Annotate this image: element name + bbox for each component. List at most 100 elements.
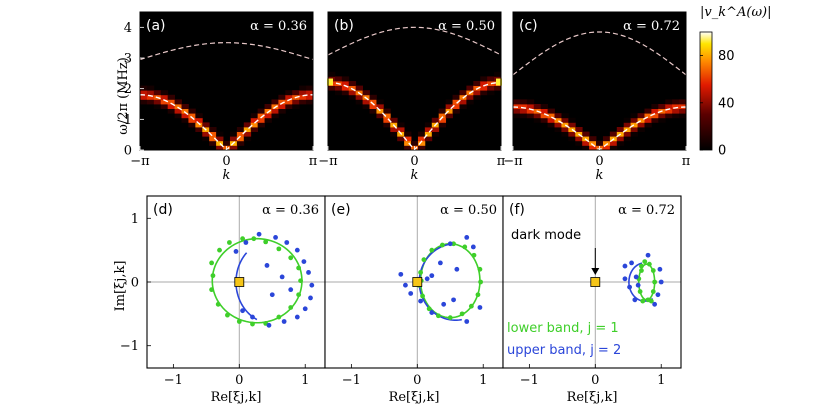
heatmap-cell <box>299 99 307 105</box>
x-tick-label: 1 <box>301 373 309 388</box>
alpha-label: α = 0.36 <box>262 203 319 218</box>
heatmap-cell <box>174 104 182 109</box>
heatmap-cell <box>459 90 467 96</box>
upper-band-point <box>288 287 294 293</box>
heatmap-cell <box>160 104 169 109</box>
heatmap-cell <box>278 99 286 105</box>
heatmap-cell <box>473 81 481 86</box>
lower-band-point <box>637 289 643 294</box>
heatmap-cell <box>651 104 659 109</box>
x-tick-label: 1 <box>657 373 665 388</box>
heatmap-cell <box>665 99 673 105</box>
heatmap-cell <box>561 113 569 119</box>
lower-band-point <box>648 298 654 304</box>
scatter-frame <box>502 195 682 369</box>
heatmap-cell <box>383 117 391 123</box>
heatmap-cell <box>630 117 638 123</box>
heatmap-cell <box>424 131 433 137</box>
heatmap-cell <box>547 113 555 119</box>
heatmap-cell <box>209 136 217 142</box>
heatmap-cell <box>589 140 597 146</box>
heatmap-cell <box>487 90 495 96</box>
heatmap-cell <box>334 76 343 82</box>
lower-band-point <box>447 315 453 321</box>
upper-band-point <box>447 241 453 247</box>
x-axis-label: k <box>596 168 604 183</box>
heatmap-cell <box>236 127 245 132</box>
y-tick-label: 0 <box>131 276 139 291</box>
heatmap-cell <box>188 117 196 123</box>
heatmap-cell <box>257 122 265 128</box>
heatmap-cell <box>623 117 632 123</box>
upper-band-curve <box>139 42 314 61</box>
upper-band-point <box>403 282 408 288</box>
heatmap-cell <box>383 122 391 128</box>
heatmap-cell <box>250 122 259 128</box>
heatmap-cell <box>644 117 652 123</box>
heatmap-cell <box>672 104 680 109</box>
heatmap-cell <box>568 136 576 142</box>
heatmap-cell <box>473 90 481 96</box>
heatmap-cell <box>445 104 453 109</box>
panel-label: (a) <box>146 18 166 34</box>
heatmap-cell <box>390 131 398 137</box>
heatmap-cell <box>411 140 419 146</box>
heatmap-cell <box>202 136 210 142</box>
heatmap-cell <box>438 108 447 114</box>
upper-band-fit-curve <box>418 243 462 322</box>
heatmap-cell <box>526 108 535 114</box>
heatmap-cell <box>417 145 426 151</box>
heatmap-cell <box>181 117 189 123</box>
lower-band-point <box>478 279 483 285</box>
heatmap-cell <box>533 113 542 119</box>
upper-band-point <box>454 266 460 272</box>
y-tick-label: 2 <box>124 82 132 97</box>
heatmap-cell <box>602 140 611 146</box>
lower-band-point <box>429 247 435 253</box>
heatmap-cell <box>561 122 569 128</box>
heatmap-cell <box>575 140 583 146</box>
heatmap-cell <box>679 99 687 105</box>
heatmap-cell <box>623 122 632 128</box>
heatmap-cell <box>487 76 495 82</box>
heatmap-cell <box>568 122 576 128</box>
heatmap-cell <box>167 104 175 109</box>
heatmap-cell <box>637 122 645 128</box>
upper-band-point <box>250 314 255 320</box>
alpha-label: α = 0.50 <box>440 203 497 218</box>
lower-band-point <box>236 319 242 324</box>
heatmap-cell <box>651 117 659 123</box>
heatmap-cell <box>341 85 350 91</box>
lower-band-point <box>471 252 477 258</box>
heatmap-cell <box>431 131 440 137</box>
x-tick-label: 0 <box>595 154 603 169</box>
heatmap-cell <box>243 131 252 137</box>
heatmap-cell <box>195 117 203 123</box>
heatmap-cell <box>582 131 590 137</box>
legend-entry: lower band, j = 1 <box>507 321 619 336</box>
heatmap-cell <box>540 108 548 114</box>
heatmap-cell <box>355 99 363 105</box>
heatmap-cell <box>362 90 370 96</box>
heatmap-cell <box>561 127 569 132</box>
heatmap-cell <box>236 136 245 142</box>
upper-band-point <box>279 274 285 280</box>
heatmap-cell <box>160 94 169 100</box>
heatmap-cell <box>487 81 495 86</box>
heatmap-cell <box>306 85 314 91</box>
heatmap-cell <box>644 122 652 128</box>
upper-band-point <box>294 247 300 253</box>
heatmap-cell <box>216 140 224 146</box>
x-tick-label: 0 <box>591 373 599 388</box>
upper-band-curve <box>512 31 687 76</box>
heatmap-cell <box>540 104 548 109</box>
heatmap-cell <box>355 94 363 100</box>
heatmap-cell <box>257 108 265 114</box>
bottom-ylabel: Im[ξj,k] <box>113 261 128 312</box>
heatmap-cell <box>334 90 343 96</box>
heatmap-cell <box>568 131 576 137</box>
heatmap-cell <box>445 99 453 105</box>
edge-hotspot-left <box>327 78 333 86</box>
upper-band-fit-curve <box>235 252 258 321</box>
